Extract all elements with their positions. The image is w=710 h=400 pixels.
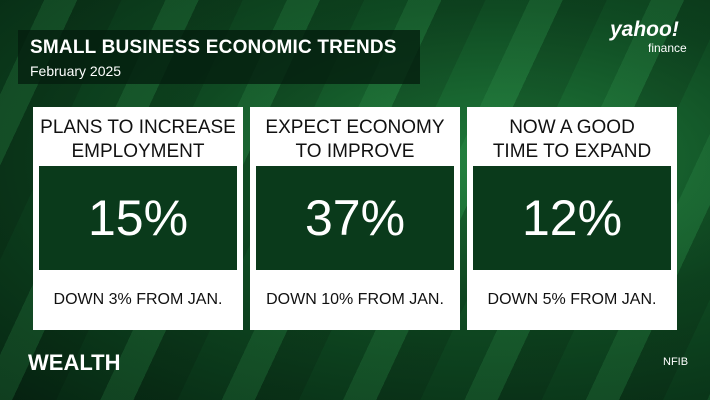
heading-line: NOW A GOOD <box>509 117 635 138</box>
brand-section: finance <box>648 41 687 55</box>
card-heading: EXPECT ECONOMY TO IMPROVE <box>250 116 460 164</box>
heading-line: EMPLOYMENT <box>71 141 205 162</box>
value-panel: 37% <box>256 166 454 270</box>
stat-value: 12% <box>521 190 623 246</box>
card-heading: PLANS TO INCREASE EMPLOYMENT <box>33 116 243 164</box>
stat-card: EXPECT ECONOMY TO IMPROVE 37% DOWN 10% FROM… <box>250 107 460 330</box>
stat-value: 15% <box>87 190 189 246</box>
value-panel: 12% <box>473 166 671 270</box>
subtitle: February 2025 <box>30 63 122 79</box>
stat-value: 37% <box>304 190 406 246</box>
stat-change: DOWN 5% FROM JAN. <box>487 291 657 308</box>
source: NFIB <box>663 356 689 368</box>
stat-change: DOWN 10% FROM JAN. <box>266 291 444 308</box>
title-box <box>18 30 420 84</box>
card-heading: NOW A GOOD TIME TO EXPAND <box>467 116 677 164</box>
heading-line: TIME TO EXPAND <box>492 141 652 162</box>
heading-line: EXPECT ECONOMY <box>265 117 445 138</box>
stat-card: NOW A GOOD TIME TO EXPAND 12% DOWN 5% FROM … <box>467 107 677 330</box>
brand-logo: yahoo! <box>610 18 679 41</box>
value-panel: 15% <box>39 166 237 270</box>
show-name: WEALTH <box>28 350 121 375</box>
heading-line: TO IMPROVE <box>295 141 415 162</box>
title: SMALL BUSINESS ECONOMIC TRENDS <box>30 37 397 58</box>
stat-change: DOWN 3% FROM JAN. <box>53 291 223 308</box>
stat-card: PLANS TO INCREASE EMPLOYMENT 15% DOWN 3% FR… <box>33 107 243 330</box>
heading-line: PLANS TO INCREASE <box>40 117 236 138</box>
